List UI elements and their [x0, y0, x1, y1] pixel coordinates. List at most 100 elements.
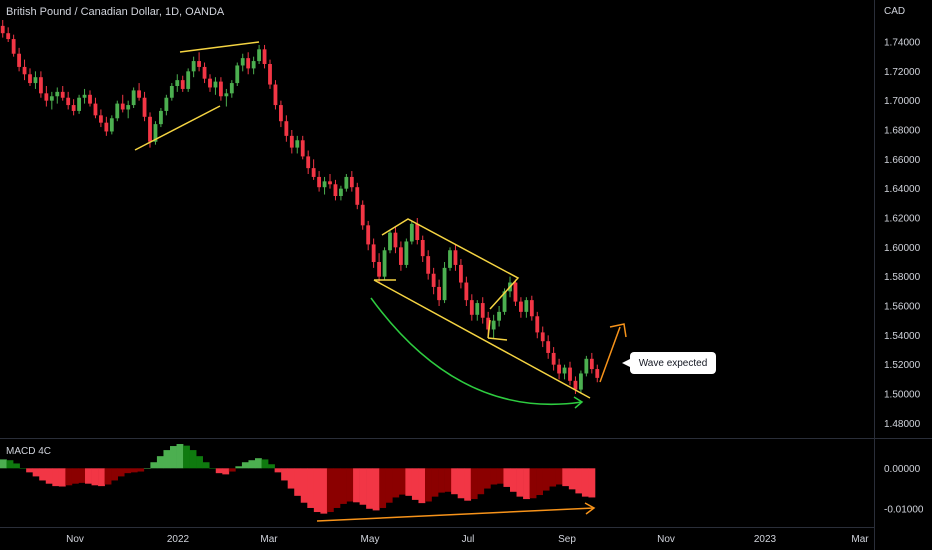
macd-bar [385, 468, 393, 503]
candle [464, 276, 469, 306]
macd-bar [163, 450, 171, 469]
ascending-wedge-lines [134, 41, 260, 151]
candle [328, 174, 332, 189]
macd-bar [13, 463, 20, 469]
macd-bar [405, 468, 413, 496]
macd-bar [575, 468, 583, 494]
chart-title: British Pound / Canadian Dollar, 1D, OAN… [6, 6, 225, 18]
candle [415, 218, 420, 245]
macd-bar [170, 446, 177, 469]
macd-bar [19, 468, 27, 469]
macd-bar [85, 468, 92, 484]
candle [519, 297, 523, 318]
macd-bar [536, 468, 543, 496]
candle [404, 238, 409, 268]
candle [311, 159, 316, 180]
macd-bar [438, 468, 445, 493]
macd-bar [451, 468, 458, 495]
macd-bar [52, 468, 60, 487]
candle [333, 179, 338, 201]
macd-bar [241, 462, 249, 469]
macd-bar [248, 460, 256, 469]
candle [349, 171, 354, 192]
candle [491, 314, 496, 339]
candle [529, 295, 534, 321]
time-tick-label: 2022 [167, 534, 190, 545]
candle [393, 226, 398, 254]
candle [426, 250, 431, 280]
candle [11, 34, 16, 57]
candle [284, 115, 289, 142]
candle [573, 376, 578, 394]
time-tick-label: Nov [657, 534, 675, 545]
candle [6, 27, 11, 42]
candle [300, 135, 305, 160]
macd-bar [202, 462, 210, 469]
price-tick-label: 1.74000 [884, 38, 921, 49]
candle [306, 150, 311, 174]
time-tick-label: 2023 [754, 534, 777, 545]
macd-bar [353, 468, 360, 503]
candle [175, 74, 180, 92]
time-tick-label: May [361, 534, 380, 545]
macd-bar [143, 468, 151, 469]
candle [219, 77, 223, 101]
candle [546, 335, 551, 359]
macd-bar [235, 466, 243, 469]
macd-bar [372, 468, 380, 511]
macd-bar [346, 468, 354, 502]
macd-bar [581, 468, 589, 497]
macd-bar [215, 468, 223, 474]
candle [562, 364, 567, 380]
macd-bar [98, 468, 105, 487]
candle [208, 74, 212, 92]
price-tick-label: 1.64000 [884, 184, 921, 195]
candle [551, 347, 556, 371]
macd-bar [307, 468, 315, 508]
wave-expected-callout: Wave expected [622, 352, 716, 374]
price-tick-label: 1.68000 [884, 126, 921, 137]
macd-bar [529, 468, 537, 499]
macd-bar [228, 468, 236, 472]
macd-bar [398, 468, 406, 495]
macd-bar [6, 460, 14, 469]
candle [377, 253, 381, 283]
candle [251, 56, 256, 75]
candle [442, 262, 447, 304]
macd-title: MACD 4C [6, 446, 51, 457]
candle [557, 358, 561, 380]
candle [213, 77, 218, 95]
candle [180, 75, 185, 92]
macd-tick-label: -0.01000 [884, 504, 924, 515]
price-tick-label: 1.66000 [884, 155, 921, 166]
macd-bar [568, 468, 576, 490]
candle [344, 174, 349, 192]
macd-bar [156, 456, 164, 469]
candle [360, 200, 365, 230]
macd-bar [366, 468, 373, 509]
candle [120, 94, 125, 113]
price-tick-label: 1.50000 [884, 390, 921, 401]
macd-bar [523, 468, 530, 500]
candle [469, 294, 474, 321]
candle [39, 71, 43, 98]
candle [497, 306, 501, 327]
macd-bar [117, 468, 125, 477]
macd-bar [444, 468, 452, 492]
price-tick-label: 1.52000 [884, 360, 921, 371]
macd-bar [26, 468, 33, 473]
macd-bar [39, 468, 47, 481]
candle [93, 97, 98, 119]
candle [0, 20, 5, 38]
time-tick-label: Jul [462, 534, 475, 545]
price-tick-label: 1.54000 [884, 331, 921, 342]
macd-bar [176, 444, 184, 469]
macd-bar [124, 468, 132, 474]
candle [295, 135, 300, 154]
candle [589, 352, 594, 374]
candle [49, 91, 54, 110]
candle [22, 59, 27, 81]
macd-bar [457, 468, 465, 499]
macd-bar [274, 468, 282, 473]
macd-bar [71, 468, 79, 484]
